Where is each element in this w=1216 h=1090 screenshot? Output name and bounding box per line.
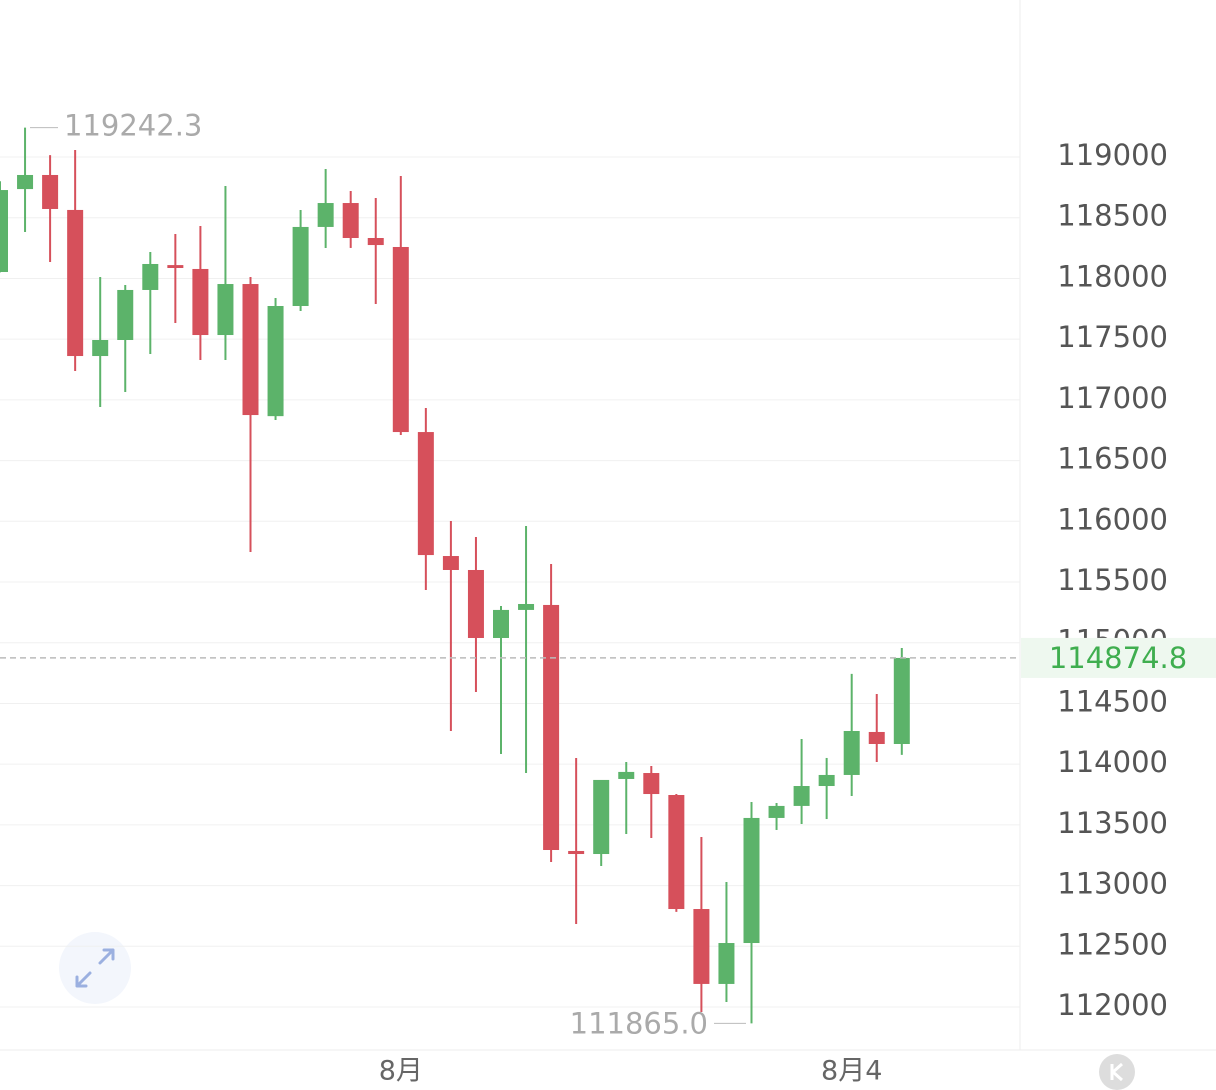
y-tick-label: 116000 [1057,502,1168,536]
candle-body [92,340,109,357]
candle-body [42,174,59,209]
y-tick-label: 118000 [1057,259,1168,293]
candle-body [518,603,535,610]
candle-body [693,909,710,984]
candle-body [0,190,8,273]
last-price-box [1021,637,1216,678]
y-tick-label: 117500 [1057,320,1168,354]
y-tick-label: 114000 [1057,745,1168,779]
candle-body [242,284,259,416]
candle-body [267,306,284,417]
y-tick-label: 117000 [1057,381,1168,415]
candle-body [593,779,610,855]
candle-body [392,246,409,433]
candle-body [442,556,459,570]
candle-body [543,604,560,851]
k-button[interactable] [1099,1054,1135,1090]
candle-body [142,263,159,290]
y-tick-label: 115500 [1057,563,1168,597]
expand-button[interactable] [59,932,131,1004]
candle-body [568,850,585,855]
candle-body [342,203,359,239]
candle-body [417,432,434,556]
candle-body [467,569,484,638]
y-tick-label: 116500 [1057,442,1168,476]
y-tick-label: 118500 [1057,199,1168,233]
max-marker-label: 119242.3 [64,109,202,143]
min-marker-label: 111865.0 [570,1006,708,1040]
y-tick-label: 119000 [1057,138,1168,172]
candle-body [818,774,835,787]
candle-body [893,657,910,744]
k-bg[interactable] [1099,1054,1135,1090]
candle-body [217,284,234,336]
y-tick-label: 113500 [1057,806,1168,840]
candle-body [768,805,785,818]
candle-body [67,209,84,357]
y-tick-label: 112000 [1057,988,1168,1022]
expand-icon[interactable] [75,948,115,988]
candle-body [643,773,660,795]
candle-body [17,174,34,190]
expand-bg[interactable] [59,932,131,1004]
candle-body [292,226,309,307]
candle-body [493,609,509,638]
candle-body [167,265,184,268]
candle-body [668,794,685,910]
k-icon[interactable] [1110,1062,1123,1082]
x-tick-label: 8月 [379,1056,423,1087]
candle-body [117,289,134,341]
candle-body [367,238,384,246]
last-price-label: 114874.8 [1049,641,1187,675]
candle-body [317,203,334,227]
y-tick-label: 113000 [1057,867,1168,901]
y-tick-label: 112500 [1057,927,1168,961]
candle-body [718,943,735,984]
candle-body [618,771,635,779]
candle-body [793,786,810,806]
x-tick-label: 8月4 [821,1056,882,1087]
candle-body [868,731,885,744]
candle-body [843,731,860,775]
candle-body [743,817,760,944]
y-tick-label: 114500 [1057,684,1168,718]
candle-body [192,268,209,336]
